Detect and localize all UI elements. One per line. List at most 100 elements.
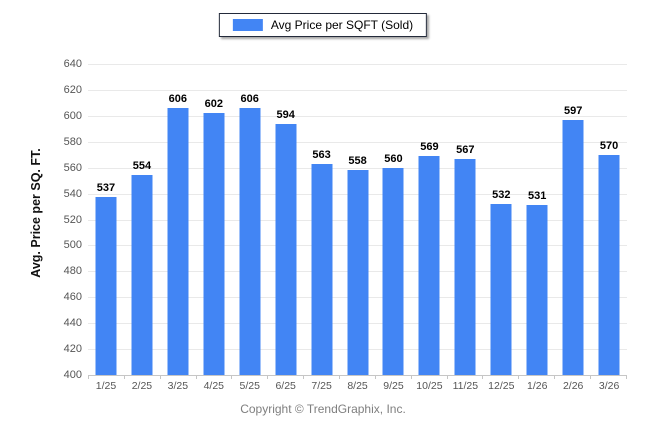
x-axis-tick-label: 3/25 <box>167 380 189 392</box>
legend-label: Avg Price per SQFT (Sold) <box>270 18 414 32</box>
bar-10/25 <box>418 156 440 375</box>
bar-group: 563 <box>304 64 340 375</box>
bar-8/25 <box>347 170 369 375</box>
bar-group: 537 <box>88 64 124 375</box>
bar-12/25 <box>490 203 512 375</box>
plot-area: 537 554 606 602 606 594 563 558 560 569 567 532 531 5… <box>88 64 627 379</box>
axis-tick <box>519 375 556 379</box>
x-axis-tick-label: 1/25 <box>95 380 117 392</box>
bars: 537 554 606 602 606 594 563 558 560 569 567 532 531 5… <box>88 64 627 375</box>
axis-tick <box>268 375 305 379</box>
axis-tick <box>89 375 125 379</box>
bar-7/25 <box>311 163 333 375</box>
bar-3/25 <box>167 108 189 375</box>
bar-group: 606 <box>232 64 268 375</box>
bar-value-label: 554 <box>132 160 152 173</box>
bar-value-label: 531 <box>528 190 547 203</box>
bar-value-label: 532 <box>492 188 511 201</box>
bar-group: 532 <box>483 64 519 375</box>
y-axis-tick-label: 640 <box>63 58 82 70</box>
y-axis-tick-label: 540 <box>63 187 82 200</box>
axis-tick <box>340 375 376 379</box>
bar-value-label: 606 <box>240 93 259 106</box>
axis-tick <box>591 375 627 379</box>
bar-group: 570 <box>591 64 627 375</box>
x-axis-tick-label: 8/25 <box>347 380 368 392</box>
axis-tick <box>448 375 484 379</box>
x-axis-tick-label: 2/25 <box>131 380 153 392</box>
bar-4/25 <box>203 113 225 375</box>
bar-group: 606 <box>160 64 196 375</box>
bar-group: 558 <box>340 64 376 375</box>
bar-value-label: 567 <box>456 143 475 156</box>
bar-group: 569 <box>411 64 447 375</box>
y-axis-labels: 640 620 600 580 560 540 520 500 480 460 440 420 400 <box>40 58 82 381</box>
bar-value-label: 537 <box>96 182 116 195</box>
x-axis-tick-label: 6/25 <box>275 380 296 392</box>
bar-group: 560 <box>376 64 412 375</box>
x-axis-tick-label: 2/26 <box>562 380 584 392</box>
bar-group: 597 <box>555 64 591 375</box>
gridline <box>88 89 627 91</box>
gridline <box>88 167 627 169</box>
x-axis-tick-label: 7/25 <box>311 380 332 392</box>
legend: Avg Price per SQFT (Sold) <box>218 13 428 37</box>
x-axis-tick-label: 9/25 <box>383 380 404 392</box>
bar-value-label: 570 <box>599 139 619 152</box>
gridline <box>88 375 627 376</box>
y-axis-tick-label: 420 <box>63 343 82 356</box>
bar-value-label: 560 <box>384 152 403 165</box>
bar-value-label: 606 <box>168 93 188 106</box>
axis-tick <box>161 375 197 379</box>
bar-11/25 <box>454 158 476 375</box>
y-axis-tick-label: 580 <box>63 135 82 148</box>
bar-value-label: 594 <box>276 108 295 121</box>
bar-3/26 <box>598 154 620 375</box>
x-axis-tick-label: 5/25 <box>239 380 260 392</box>
bar-5/25 <box>239 108 261 375</box>
bar-group: 602 <box>196 64 232 375</box>
y-axis-tick-label: 600 <box>63 109 82 122</box>
axis-tick <box>304 375 341 379</box>
bar-value-label: 558 <box>348 155 367 168</box>
x-axis-labels: 1/25 2/25 3/25 4/25 5/25 6/25 7/25 8/25 9/25 10/2… <box>88 380 627 392</box>
copyright-text: Copyright © TrendGraphix, Inc. <box>240 402 406 416</box>
bar-group: 531 <box>519 64 555 375</box>
axis-tick <box>483 375 520 379</box>
x-axis-ticks <box>88 375 627 379</box>
axis-tick <box>376 375 412 379</box>
legend-color-swatch <box>232 19 263 31</box>
bar-value-label: 602 <box>204 98 223 111</box>
bar-2/25 <box>131 175 153 375</box>
bar-9/25 <box>382 167 404 375</box>
y-axis-tick-label: 500 <box>63 239 82 252</box>
axis-tick <box>197 375 233 379</box>
bar-value-label: 569 <box>420 141 439 154</box>
bar-value-label: 597 <box>563 104 583 117</box>
y-axis-tick-label: 620 <box>63 83 82 96</box>
bar-value-label: 563 <box>312 148 331 161</box>
y-axis-tick-label: 520 <box>63 213 82 226</box>
axis-tick <box>125 375 161 379</box>
gridline <box>88 115 627 117</box>
bar-1/25 <box>95 197 117 375</box>
x-axis-tick-label: 4/25 <box>203 380 224 392</box>
x-axis-tick-label: 11/25 <box>452 380 479 392</box>
x-axis-tick-label: 3/26 <box>598 380 620 392</box>
y-axis-tick-label: 440 <box>63 317 82 330</box>
x-axis-tick-label: 10/25 <box>416 380 443 392</box>
gridline <box>88 141 627 143</box>
bar-2/26 <box>562 119 584 375</box>
axis-tick <box>555 375 592 379</box>
x-axis-tick-label: 12/25 <box>488 380 515 392</box>
y-axis-tick-label: 560 <box>63 161 82 174</box>
y-axis-tick-label: 480 <box>63 265 82 278</box>
x-axis-tick-label: 1/26 <box>527 380 548 392</box>
bar-1/26 <box>526 205 548 375</box>
bar-group: 554 <box>124 64 160 375</box>
bar-group: 594 <box>268 64 304 375</box>
axis-tick <box>232 375 269 379</box>
bar-6/25 <box>275 123 297 375</box>
y-axis-tick-label: 460 <box>63 291 82 304</box>
